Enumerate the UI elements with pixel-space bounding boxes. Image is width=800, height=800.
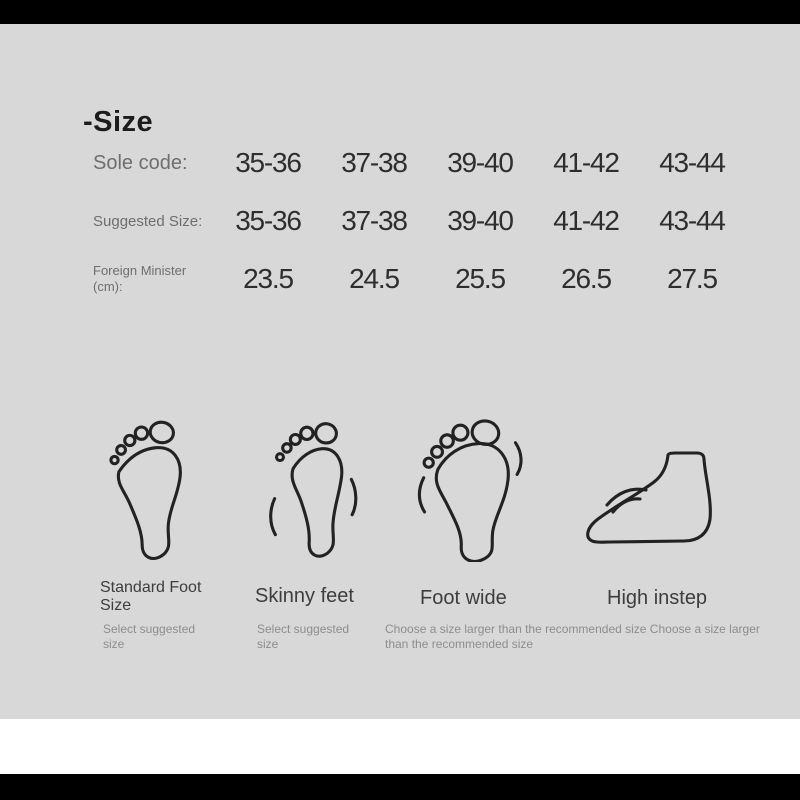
table-cell: 27.5 bbox=[667, 263, 718, 294]
foot-type-standard: Standard Foot Size Select suggested size bbox=[95, 415, 255, 660]
size-chart-content: -Size Sole code: 35-36 37-38 39-40 41-42… bbox=[0, 24, 800, 719]
standard-footprint-icon bbox=[108, 416, 188, 566]
foot-type-skinny: Skinny feet Select suggested size bbox=[250, 415, 400, 660]
table-cell: 39-40 bbox=[447, 147, 514, 178]
table-cell: 35-36 bbox=[235, 205, 302, 236]
foot-type-note: Select suggested size bbox=[103, 622, 196, 651]
table-cell: 43-44 bbox=[659, 205, 726, 236]
table-cell: 37-38 bbox=[341, 205, 408, 236]
table-cell: 35-36 bbox=[235, 147, 302, 178]
table-cell: 41-42 bbox=[553, 205, 620, 236]
skinny-footprint-icon bbox=[266, 418, 360, 560]
foot-type-wide: Foot wide Choose a size larger than the … bbox=[380, 415, 760, 660]
foot-type-note: Select suggested size bbox=[257, 622, 350, 651]
table-cell: 41-42 bbox=[553, 147, 620, 178]
table-cell: 26.5 bbox=[561, 263, 612, 294]
row-label-foot-length: Foreign Minister (cm): bbox=[93, 263, 187, 294]
table-cell: 43-44 bbox=[659, 147, 726, 178]
page-title: -Size bbox=[83, 106, 154, 138]
table-cell: 24.5 bbox=[349, 263, 400, 294]
footer-white-strip bbox=[0, 719, 800, 774]
foot-type-label: Foot wide bbox=[420, 587, 507, 609]
foot-type-label: Standard Foot Size bbox=[100, 579, 202, 614]
high-instep-foot-icon bbox=[580, 448, 720, 548]
foot-type-note: Choose a size larger than the recommende… bbox=[385, 622, 760, 651]
row-label-suggested-size: Suggested Size: bbox=[93, 212, 203, 230]
foot-type-high-instep: High instep bbox=[575, 415, 750, 660]
table-cell: 39-40 bbox=[447, 205, 514, 236]
foot-type-label: Skinny feet bbox=[255, 585, 354, 607]
row-label-sole-code: Sole code: bbox=[93, 151, 188, 174]
foot-type-label: High instep bbox=[607, 587, 708, 609]
top-letterbox-bar bbox=[0, 0, 800, 24]
bottom-letterbox-bar bbox=[0, 774, 800, 800]
table-cell: 23.5 bbox=[243, 263, 294, 294]
size-table: Sole code: 35-36 37-38 39-40 41-42 43-44… bbox=[93, 134, 745, 308]
wide-footprint-icon bbox=[412, 416, 528, 562]
table-cell: 37-38 bbox=[341, 147, 408, 178]
table-cell: 25.5 bbox=[455, 263, 506, 294]
